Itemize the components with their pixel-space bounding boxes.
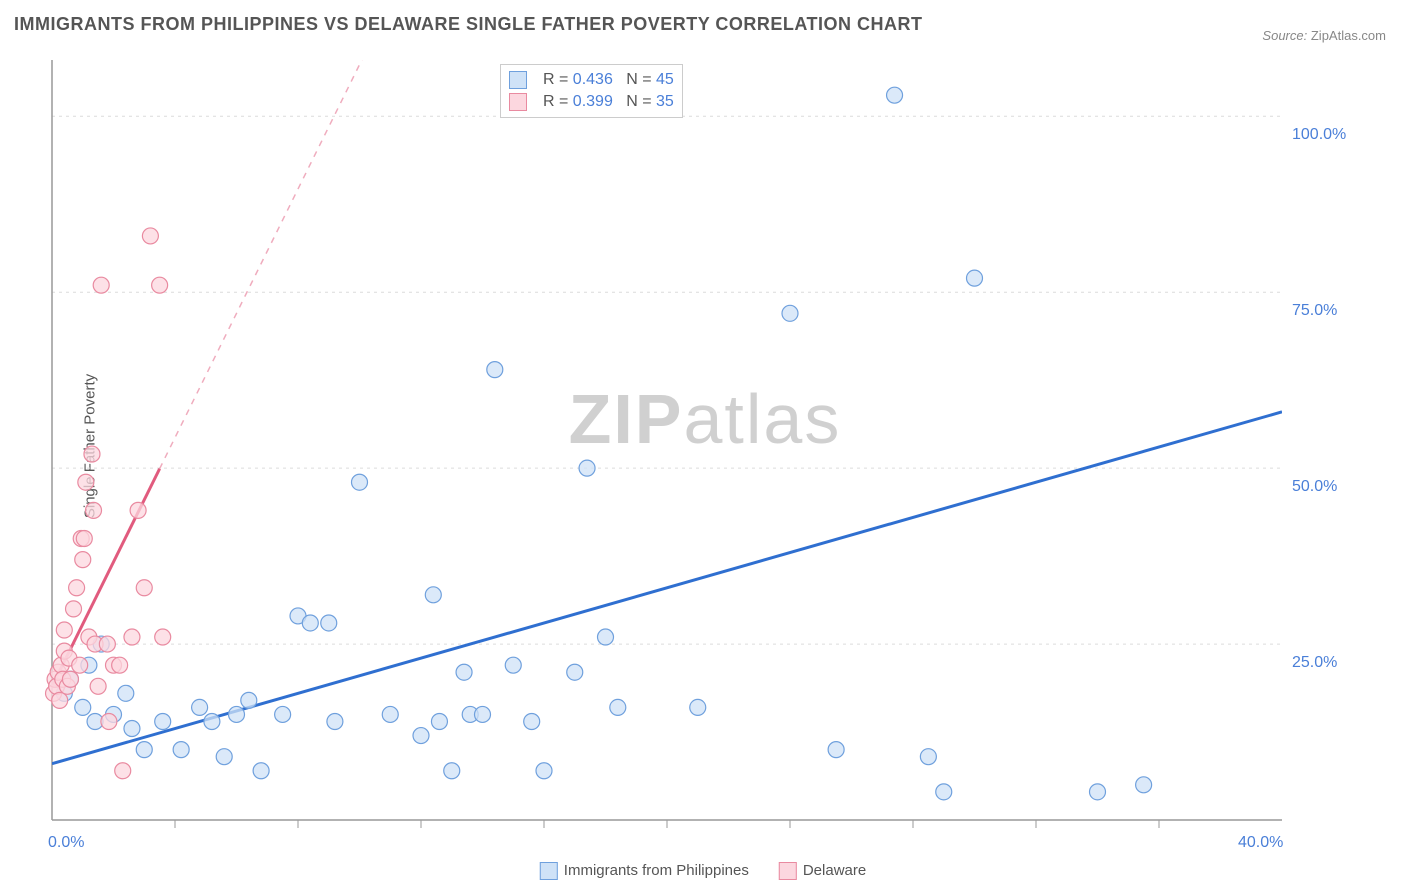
y-tick-label: 75.0% bbox=[1292, 302, 1337, 320]
legend-swatch bbox=[540, 862, 558, 880]
x-tick-label: 40.0% bbox=[1238, 834, 1283, 852]
y-tick-label: 25.0% bbox=[1292, 654, 1337, 672]
legend-row-delaware: R = 0.399 N = 35 bbox=[509, 91, 674, 113]
legend-label: Immigrants from Philippines bbox=[564, 862, 749, 879]
legend-label: Delaware bbox=[803, 862, 866, 879]
legend-swatch bbox=[779, 862, 797, 880]
legend-item-philippines: Immigrants from Philippines bbox=[540, 862, 749, 880]
chart-container: IMMIGRANTS FROM PHILIPPINES VS DELAWARE … bbox=[0, 0, 1406, 892]
chart-svg bbox=[0, 0, 1406, 892]
x-tick-label: 0.0% bbox=[48, 834, 84, 852]
series-legend: Immigrants from Philippines Delaware bbox=[540, 862, 866, 880]
correlation-legend: R = 0.436 N = 45 R = 0.399 N = 35 bbox=[500, 64, 683, 118]
legend-item-delaware: Delaware bbox=[779, 862, 866, 880]
legend-row-philippines: R = 0.436 N = 45 bbox=[509, 69, 674, 91]
legend-stats: R = 0.399 N = 35 bbox=[543, 93, 674, 111]
y-tick-label: 50.0% bbox=[1292, 478, 1337, 496]
y-tick-label: 100.0% bbox=[1292, 126, 1346, 144]
legend-swatch bbox=[509, 71, 527, 89]
legend-stats: R = 0.436 N = 45 bbox=[543, 71, 674, 89]
legend-swatch bbox=[509, 93, 527, 111]
